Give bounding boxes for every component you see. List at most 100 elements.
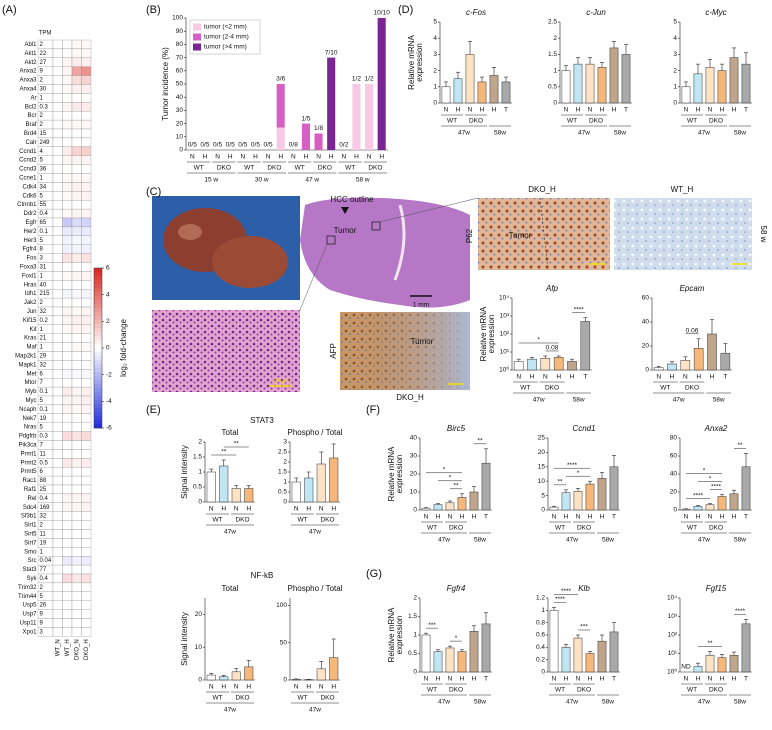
x-tick-label: T (612, 514, 616, 521)
tpm-value: 6 (40, 469, 44, 475)
heat-cell (81, 431, 92, 441)
gene-label: Usp7 (22, 612, 37, 618)
significance-label: * (709, 475, 712, 482)
heat-cell (62, 315, 73, 325)
gene-label: Ar (31, 95, 37, 101)
x-tick-label: H (221, 684, 226, 691)
bar (609, 47, 619, 104)
bar (457, 651, 467, 673)
significance-label: ** (707, 640, 713, 647)
group-label: WT (567, 118, 577, 125)
chart-title: Ccnd1 (572, 424, 595, 433)
y-tick-label: 25 (538, 435, 546, 442)
x-tick-label: H (456, 107, 461, 114)
colorbar-tick-label: -6 (106, 425, 112, 432)
bar (540, 357, 551, 371)
heat-cell (52, 475, 63, 486)
y-axis-label: Signal intensity (180, 445, 189, 499)
x-tick-label: H (246, 506, 251, 513)
heat-cell (52, 600, 63, 610)
x-tick-label: H (696, 514, 701, 521)
y-tick-label: 0.5 (193, 484, 202, 491)
significance-label: ** (221, 449, 227, 456)
y-tick-label: 0.8 (536, 619, 545, 626)
heat-cell (62, 119, 73, 130)
gene-label: Sirt1 (24, 523, 37, 529)
x-tick-label: N (588, 107, 593, 114)
y-tick-label: 40 (670, 471, 678, 478)
x-tick-label: H (203, 154, 208, 161)
heat-cell (52, 253, 63, 263)
heat-cell (71, 93, 82, 103)
colorbar-step (94, 344, 102, 349)
gene-label: Foxa3 (20, 265, 37, 271)
bar (741, 623, 751, 673)
bar (481, 623, 491, 673)
heat-cell (52, 111, 63, 121)
colorbar-step (94, 284, 102, 289)
heat-cell (62, 66, 73, 76)
heat-cell (71, 262, 82, 272)
x-tick-label: N (319, 684, 324, 691)
gene-label: Met (26, 371, 36, 377)
period-label: 47w (533, 397, 545, 404)
heat-cell (62, 413, 73, 423)
y-tick-label: 40 (410, 435, 418, 442)
heat-cell (71, 467, 82, 477)
count-label: 0/5 (213, 142, 222, 149)
heat-cell (52, 351, 63, 361)
heat-cell (52, 182, 63, 192)
x-tick-label: H (720, 676, 725, 683)
heat-cell (81, 297, 92, 308)
tpm-value: 0.1 (40, 407, 49, 413)
period-label: 47w (566, 699, 578, 706)
heat-cell (52, 467, 63, 477)
chart-title: Phospho / Total (287, 584, 342, 593)
heat-cell (71, 413, 82, 423)
heat-cell (62, 226, 73, 236)
heat-cell (81, 351, 92, 361)
heat-cell (52, 591, 63, 601)
heat-cell (71, 306, 82, 317)
heat-cell (62, 422, 73, 432)
heat-cell (81, 609, 92, 619)
y-tick-label: 2 (413, 595, 417, 602)
colorbar-tick-label: 0 (106, 345, 110, 352)
heat-cell (71, 547, 82, 557)
significance-label: **** (711, 483, 722, 490)
liver-section (300, 197, 470, 308)
tpm-value: 25 (40, 487, 47, 493)
x-tick-label: H (329, 154, 334, 161)
gene-label: Calr (25, 140, 36, 146)
heat-cell (52, 627, 63, 637)
gene-label: Ccnd2 (19, 158, 37, 164)
heat-cell (71, 458, 82, 468)
bar (729, 57, 739, 104)
bar (231, 488, 241, 503)
y-tick-label: 60 (642, 295, 650, 302)
column-label: DKO_N (74, 639, 80, 660)
period-label: 58w (614, 130, 626, 137)
x-tick-label: H (710, 374, 715, 381)
x-tick-label: N (424, 514, 429, 521)
y-axis-label: Tumor incidence (%) (161, 47, 170, 121)
heat-cell (71, 173, 82, 183)
bar (433, 651, 443, 673)
heat-cell (62, 57, 73, 67)
significance-label: *** (428, 622, 436, 629)
bar (653, 367, 664, 371)
heat-cell (52, 342, 63, 352)
tpm-value: 19 (40, 416, 47, 422)
heat-cell (81, 39, 92, 50)
heat-cell (71, 378, 82, 388)
tpm-value: 32 (40, 362, 47, 368)
tpm-value: 5 (40, 398, 44, 404)
x-tick-label: N (341, 154, 346, 161)
heat-cell (52, 386, 63, 397)
heat-cell (52, 511, 63, 521)
heat-cell (71, 564, 82, 575)
count-label: 1/2 (352, 76, 361, 83)
group-label: WT (212, 695, 222, 702)
x-tick-label: N (684, 676, 689, 683)
tpm-value: 15 (40, 131, 47, 137)
